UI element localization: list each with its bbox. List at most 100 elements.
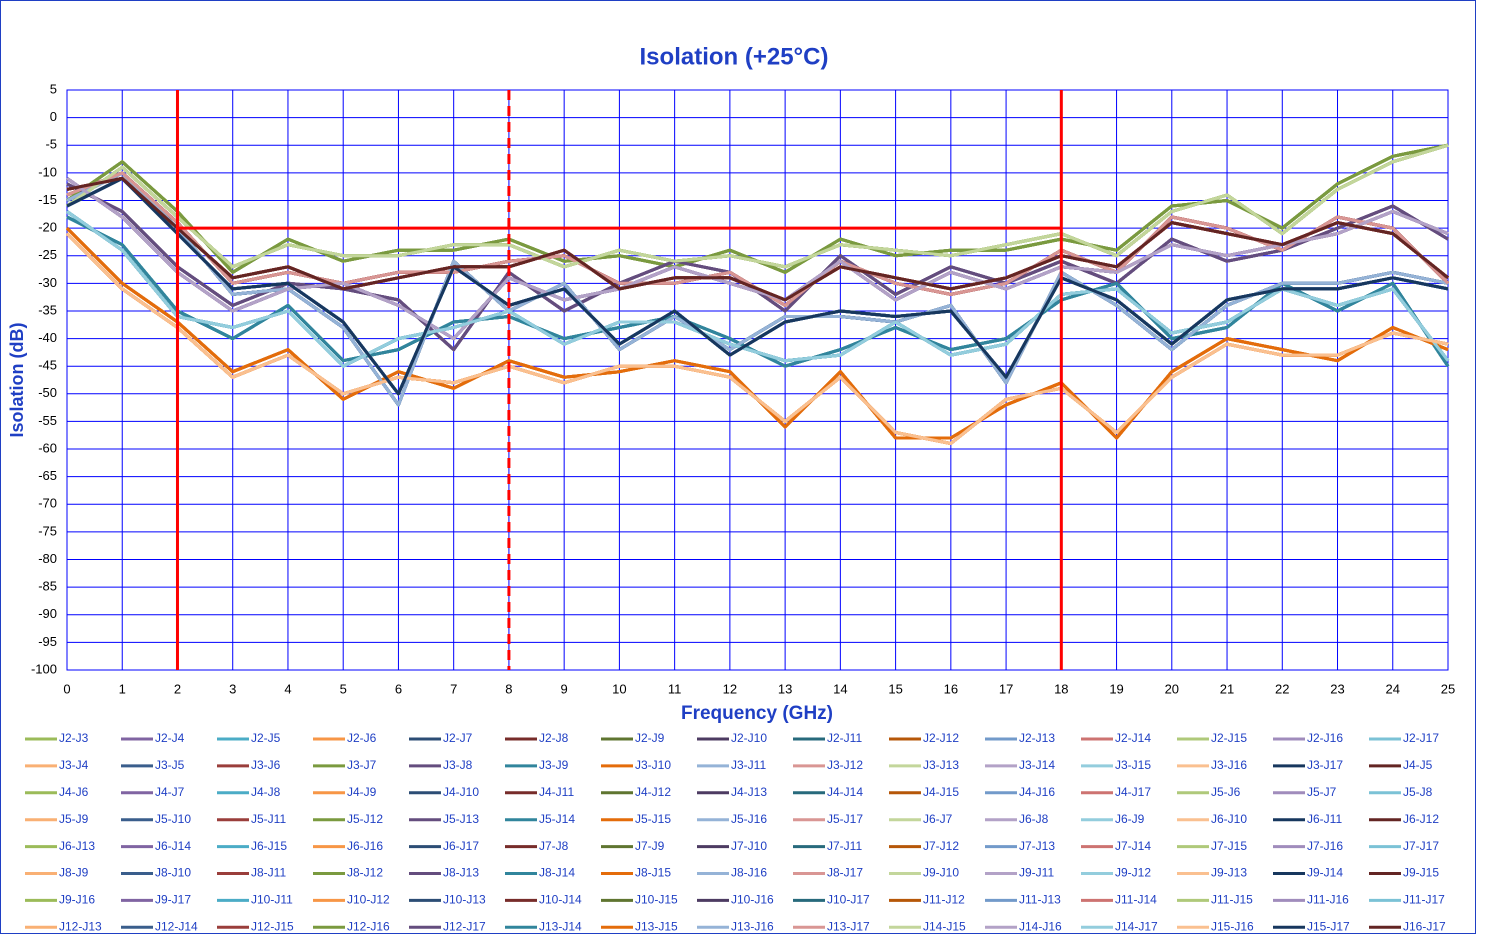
legend-label: J9-J14 [1307, 866, 1343, 880]
y-tick-label: -40 [38, 330, 57, 345]
legend-label: J5-J15 [635, 812, 671, 826]
legend-label: J7-J10 [731, 839, 767, 853]
x-tick-label: 8 [505, 681, 512, 696]
legend-label: J3-J14 [1019, 758, 1055, 772]
legend-label: J11-J12 [923, 893, 965, 907]
series-line [66, 143, 1449, 269]
x-tick-label: 1 [119, 681, 126, 696]
legend-label: J6-J14 [155, 839, 191, 853]
x-tick-label: 5 [340, 681, 347, 696]
y-tick-label: -5 [45, 137, 57, 152]
legend-label: J7-J16 [1307, 839, 1343, 853]
legend-label: J10-J15 [635, 893, 678, 907]
legend-label: J9-J17 [155, 893, 191, 907]
legend-label: J3-J15 [1115, 758, 1151, 772]
legend-label: J5-J8 [1403, 785, 1433, 799]
x-tick-label: 19 [1109, 681, 1123, 696]
legend-label: J9-J16 [59, 893, 95, 907]
legend-label: J6-J8 [1019, 812, 1049, 826]
legend-label: J12-J17 [443, 919, 486, 933]
legend-label: J5-J16 [731, 812, 767, 826]
x-tick-label: 10 [612, 681, 626, 696]
x-tick-label: 4 [284, 681, 291, 696]
legend-label: J9-J10 [923, 866, 959, 880]
legend-label: J5-J10 [155, 812, 191, 826]
legend-label: J2-J6 [347, 731, 377, 745]
legend-label: J3-J4 [59, 758, 89, 772]
legend-label: J8-J13 [443, 866, 479, 880]
series-line [66, 176, 1449, 396]
legend-label: J14-J16 [1019, 919, 1062, 933]
y-tick-label: -35 [38, 302, 57, 317]
legend-label: J8-J17 [827, 866, 863, 880]
legend-label: J13-J15 [635, 919, 678, 933]
legend-label: J11-J14 [1115, 893, 1157, 907]
x-tick-label: 18 [1054, 681, 1068, 696]
legend-label: J7-J8 [539, 839, 569, 853]
legend-label: J5-J11 [251, 812, 286, 826]
legend-label: J6-J15 [251, 839, 287, 853]
y-tick-label: -75 [38, 523, 57, 538]
legend-label: J5-J13 [443, 812, 479, 826]
x-tick-label: 3 [229, 681, 236, 696]
chart-title: Isolation (+25°C) [640, 43, 829, 70]
legend-label: J4-J17 [1115, 785, 1151, 799]
legend-label: J4-J9 [347, 785, 377, 799]
legend-label: J4-J15 [923, 785, 959, 799]
legend-label: J2-J10 [731, 731, 767, 745]
series-line [66, 210, 1450, 368]
y-axis-title: Isolation (dB) [7, 323, 27, 438]
legend-label: J2-J3 [59, 731, 89, 745]
y-tick-label: 0 [50, 109, 57, 124]
legend-label: J7-J11 [827, 839, 862, 853]
legend-label: J16-J17 [1403, 919, 1446, 933]
x-tick-label: 20 [1165, 681, 1179, 696]
legend-label: J12-J13 [59, 919, 102, 933]
x-tick-label: 23 [1330, 681, 1344, 696]
x-tick-label: 6 [395, 681, 402, 696]
legend-label: J3-J16 [1211, 758, 1247, 772]
legend-label: J3-J11 [731, 758, 766, 772]
y-tick-label: -60 [38, 440, 57, 455]
legend-label: J3-J12 [827, 758, 863, 772]
legend-label: J3-J13 [923, 758, 959, 772]
legend-label: J13-J17 [827, 919, 870, 933]
legend-label: J6-J12 [1403, 812, 1439, 826]
series-line [65, 232, 1449, 445]
legend-label: J3-J17 [1307, 758, 1343, 772]
legend-label: J10-J17 [827, 893, 870, 907]
x-tick-label: 13 [778, 681, 792, 696]
legend-label: J11-J16 [1307, 893, 1349, 907]
legend-label: J3-J6 [251, 758, 281, 772]
legend-label: J5-J9 [59, 812, 89, 826]
legend-label: J2-J16 [1307, 731, 1343, 745]
legend-label: J7-J12 [923, 839, 959, 853]
legend-label: J10-J11 [251, 893, 293, 907]
legend-label: J7-J13 [1019, 839, 1055, 853]
legend-label: J6-J10 [1211, 812, 1247, 826]
legend-label: J2-J8 [539, 731, 569, 745]
legend-label: J4-J5 [1403, 758, 1433, 772]
legend-label: J3-J8 [443, 758, 473, 772]
legend-label: J2-J4 [155, 731, 185, 745]
legend-label: J2-J12 [923, 731, 959, 745]
legend-label: J8-J15 [635, 866, 671, 880]
legend-label: J15-J16 [1211, 919, 1254, 933]
legend-label: J2-J7 [443, 731, 473, 745]
y-tick-label: -100 [31, 661, 57, 676]
x-tick-label: 17 [999, 681, 1013, 696]
legend-label: J8-J10 [155, 866, 191, 880]
legend-label: J12-J15 [251, 919, 294, 933]
x-tick-label: 12 [723, 681, 737, 696]
y-tick-label: -55 [38, 413, 57, 428]
legend-label: J5-J14 [539, 812, 575, 826]
y-tick-label: -30 [38, 275, 57, 290]
y-tick-label: -50 [38, 385, 57, 400]
legend-label: J14-J17 [1115, 919, 1158, 933]
legend-label: J6-J17 [443, 839, 479, 853]
y-tick-label: 5 [50, 81, 57, 96]
x-tick-label: 2 [174, 681, 181, 696]
legend-label: J9-J11 [1019, 866, 1054, 880]
legend-label: J7-J9 [635, 839, 665, 853]
